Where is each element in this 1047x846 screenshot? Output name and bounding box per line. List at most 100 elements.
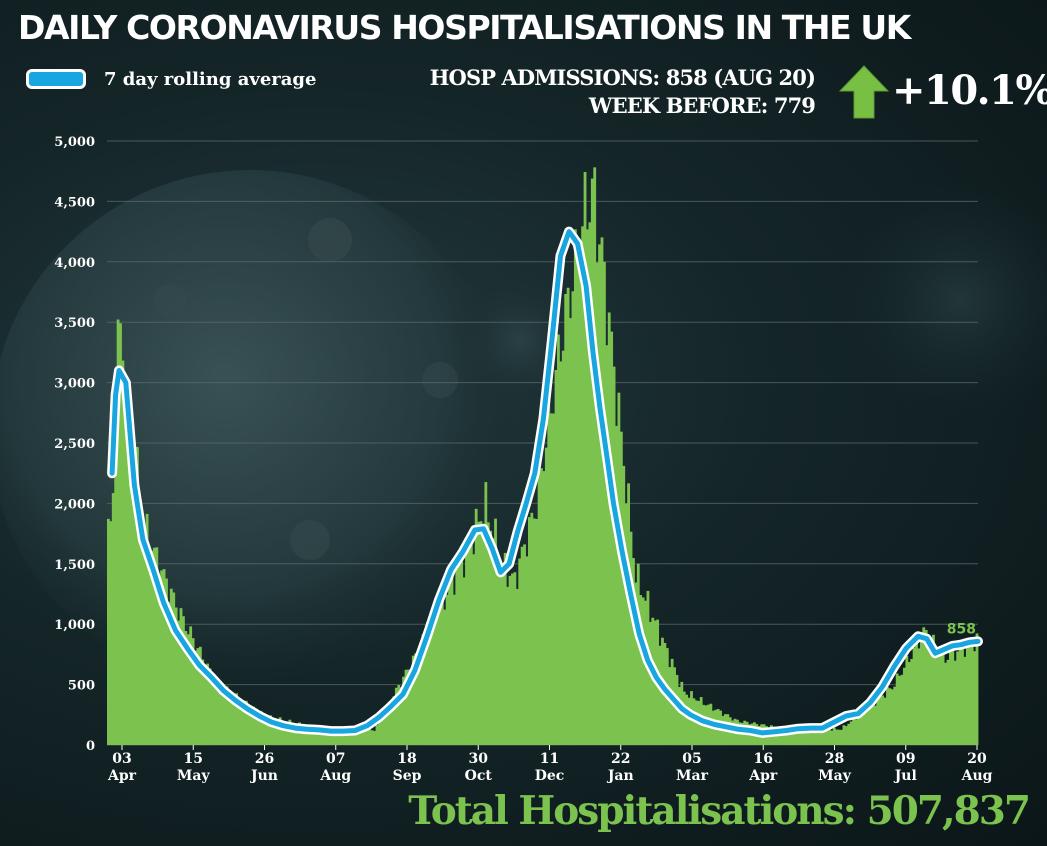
daily-bar xyxy=(559,361,563,745)
daily-bar xyxy=(498,561,502,745)
daily-bar xyxy=(622,465,626,745)
daily-bar xyxy=(535,518,539,745)
daily-bar xyxy=(801,730,805,745)
legend: 7 day rolling average xyxy=(26,64,316,94)
daily-bar xyxy=(929,639,933,745)
daily-bar xyxy=(445,594,449,745)
daily-bar xyxy=(160,570,164,745)
daily-bar xyxy=(677,686,681,745)
daily-bar xyxy=(152,547,156,745)
chart-title: DAILY CORONAVIRUS HOSPITALISATIONS IN TH… xyxy=(18,8,911,47)
daily-bar xyxy=(825,729,829,745)
daily-bar xyxy=(450,571,454,745)
daily-bar xyxy=(685,694,689,745)
daily-bar xyxy=(939,649,943,745)
daily-bar xyxy=(537,468,541,745)
daily-bar xyxy=(811,730,814,745)
daily-bar xyxy=(554,369,558,745)
daily-bar xyxy=(380,717,384,745)
daily-bar xyxy=(948,651,952,745)
up-arrow-icon xyxy=(838,65,890,119)
daily-bar xyxy=(457,561,461,745)
daily-bar xyxy=(145,513,149,745)
daily-bar xyxy=(242,700,246,745)
x-tick-month: May xyxy=(177,768,211,784)
daily-bar xyxy=(368,729,372,745)
daily-bar xyxy=(443,609,447,745)
daily-bar xyxy=(815,728,819,745)
daily-bar xyxy=(922,627,926,745)
daily-bar xyxy=(547,398,551,745)
daily-bar xyxy=(353,730,357,745)
daily-bar xyxy=(477,521,480,745)
daily-bar xyxy=(557,334,560,745)
week-before-line: WEEK BEFORE: 779 xyxy=(588,93,816,118)
daily-bar xyxy=(416,654,420,745)
daily-bar xyxy=(525,556,529,745)
daily-bar xyxy=(527,517,531,745)
daily-bar xyxy=(121,360,125,745)
daily-bar xyxy=(421,634,425,745)
daily-bar xyxy=(968,641,972,745)
daily-bar xyxy=(818,729,822,745)
daily-bar xyxy=(206,663,210,745)
daily-bar xyxy=(469,539,473,745)
daily-bar xyxy=(436,617,439,745)
daily-bar xyxy=(426,638,430,745)
daily-bar xyxy=(566,287,570,745)
daily-bar xyxy=(315,727,318,745)
daily-bar xyxy=(598,244,601,745)
daily-bar xyxy=(136,446,139,745)
daily-bar xyxy=(283,721,287,745)
daily-bar xyxy=(484,482,488,745)
daily-bar xyxy=(213,684,217,745)
daily-bar xyxy=(965,642,969,745)
daily-bar xyxy=(842,725,846,745)
daily-bar xyxy=(644,600,647,745)
daily-bar xyxy=(218,685,222,745)
daily-bar xyxy=(322,728,326,745)
daily-bar xyxy=(837,729,841,745)
daily-bar xyxy=(382,714,386,745)
end-value-label: 858 xyxy=(947,621,976,637)
daily-bar xyxy=(344,730,347,745)
daily-bar xyxy=(871,701,875,745)
daily-bar xyxy=(467,541,471,745)
daily-bar xyxy=(782,728,785,745)
daily-bar xyxy=(641,597,645,745)
daily-bar xyxy=(411,655,415,745)
daily-bar xyxy=(806,728,810,745)
daily-bar xyxy=(849,721,853,745)
x-tick-month: Oct xyxy=(465,768,493,784)
daily-bar xyxy=(474,508,478,745)
daily-bar xyxy=(240,701,243,745)
daily-bar xyxy=(903,667,906,745)
daily-bar xyxy=(324,729,328,745)
daily-bar xyxy=(365,730,369,745)
daily-bar xyxy=(581,226,585,745)
daily-bar xyxy=(917,648,921,745)
daily-bar xyxy=(840,729,843,745)
daily-bar xyxy=(571,291,575,745)
daily-bar xyxy=(975,633,979,745)
daily-bar xyxy=(332,728,335,745)
daily-bar xyxy=(832,727,836,745)
daily-bar xyxy=(169,588,173,745)
daily-bar xyxy=(513,572,517,745)
admissions-stats: HOSP ADMISSIONS: 858 (AUG 20) WEEK BEFOR… xyxy=(430,64,816,120)
x-tick-day: 20 xyxy=(967,751,987,767)
x-tick-day: 22 xyxy=(611,751,630,767)
daily-bar xyxy=(452,594,456,745)
daily-bar xyxy=(508,575,512,745)
daily-bar xyxy=(138,502,142,745)
daily-bar xyxy=(196,648,200,745)
daily-bar xyxy=(586,229,589,745)
daily-bar xyxy=(830,730,834,745)
daily-bar xyxy=(593,167,597,746)
daily-bar xyxy=(607,312,611,745)
daily-bar xyxy=(784,729,788,745)
daily-bar xyxy=(627,483,630,745)
x-tick-day: 28 xyxy=(825,751,844,767)
daily-bar xyxy=(496,560,500,745)
daily-bar xyxy=(339,730,343,745)
